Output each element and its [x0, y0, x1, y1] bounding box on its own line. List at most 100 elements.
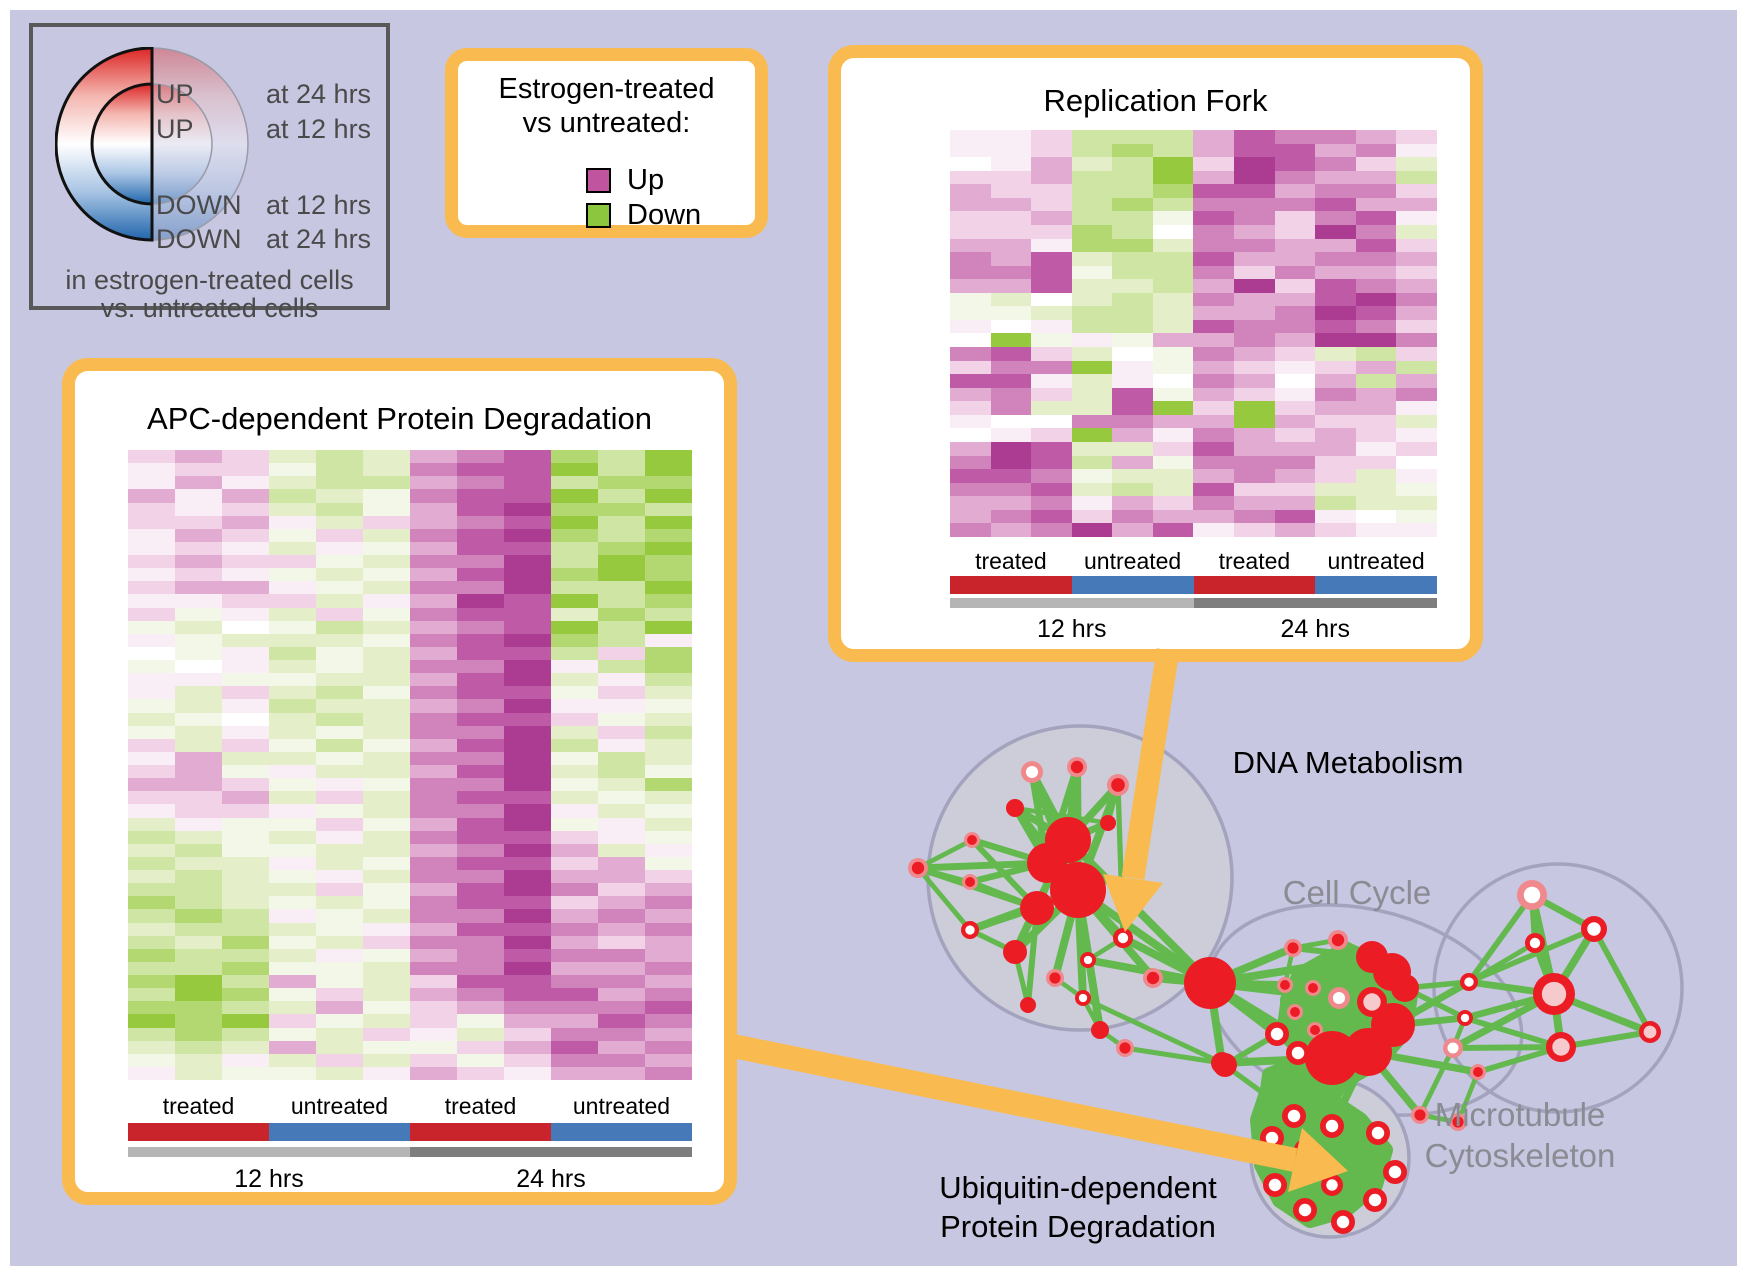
- heatmap-cell: [457, 883, 504, 897]
- heatmap-cell: [1274, 401, 1316, 415]
- heatmap-cell: [1396, 319, 1437, 334]
- heatmap-cell: [950, 130, 991, 144]
- heatmap-cell: [598, 948, 645, 962]
- heatmap-cell: [598, 476, 645, 490]
- heatmap-cell: [269, 791, 316, 805]
- heatmap-cell: [1396, 496, 1437, 510]
- heatmap-cell: [990, 130, 1032, 144]
- heatmap-cell: [410, 751, 457, 765]
- heatmap-cell: [1112, 442, 1153, 456]
- heatmap-cell: [363, 620, 410, 634]
- heatmap-cell: [950, 265, 991, 280]
- heatmap-cell: [1031, 414, 1072, 429]
- estrogen-legend-title-line2: vs untreated:: [522, 107, 691, 139]
- heatmap-cell: [128, 568, 175, 582]
- heatmap-cell: [175, 778, 222, 792]
- heatmap-cell: [1112, 360, 1153, 375]
- heatmap-cell: [410, 870, 457, 884]
- heatmap-cell: [504, 1066, 551, 1080]
- heatmap-cell: [269, 725, 316, 739]
- heatmap-cell: [1234, 319, 1275, 334]
- heatmap-cell: [1112, 374, 1153, 388]
- heatmap-cell: [363, 725, 410, 739]
- heatmap-cell: [950, 455, 991, 470]
- heatmap-cell: [128, 489, 175, 503]
- heatmap-cell: [1193, 523, 1235, 537]
- heatmap-cell: [504, 988, 551, 1002]
- legend-dir: DOWN: [156, 224, 242, 254]
- heatmap-cell: [1355, 184, 1397, 198]
- heatmap-cell: [457, 660, 504, 674]
- heatmap-cell: [128, 870, 175, 884]
- heatmap-cell: [363, 699, 410, 713]
- heatmap-cell: [1274, 143, 1316, 158]
- heatmap-cell: [316, 686, 363, 700]
- heatmap-cell: [1152, 306, 1194, 320]
- heatmap-cell: [1355, 143, 1397, 158]
- heatmap-cell: [990, 523, 1032, 537]
- heatmap-cell: [363, 804, 410, 818]
- heatmap-cell: [222, 712, 269, 726]
- updown-legend-box: UP at 24 hrs UP at 12 hrs DOWN at 12 hrs…: [29, 23, 390, 323]
- heatmap-cell: [1071, 211, 1113, 225]
- heatmap-cell: [1396, 523, 1437, 537]
- heatmap-cell: [410, 909, 457, 923]
- heatmap-cell: [1031, 224, 1072, 239]
- heatmap-cell: [504, 555, 551, 569]
- heatmap-cell: [551, 620, 598, 634]
- heatmap-cell: [128, 961, 175, 975]
- heatmap-cell: [1396, 414, 1437, 429]
- heatmap-cell: [598, 1040, 645, 1054]
- heatmap-cell: [990, 184, 1032, 198]
- heatmap-cell: [128, 1040, 175, 1054]
- heatmap-cell: [1355, 374, 1397, 388]
- heatmap-cell: [222, 856, 269, 870]
- heatmap-cell: [1152, 265, 1194, 280]
- heatmap-cell: [551, 555, 598, 569]
- heatmap-cell: [1071, 482, 1113, 497]
- heatmap-cell: [645, 555, 692, 569]
- heatmap-cell: [551, 935, 598, 949]
- heatmap-cell: [990, 319, 1032, 334]
- heatmap-cell: [551, 568, 598, 582]
- heatmap-cell: [598, 633, 645, 647]
- heatmap-cell: [1234, 523, 1275, 537]
- heatmap-cell: [551, 607, 598, 621]
- heatmap-cell: [1031, 509, 1072, 524]
- heatmap-cell: [598, 778, 645, 792]
- heatmap-cell: [1396, 469, 1437, 483]
- heatmap-cell: [551, 541, 598, 555]
- heatmap-cell: [128, 581, 175, 595]
- heatmap-cell: [1355, 157, 1397, 171]
- ubiquitin-text-line2: Protein Degradation: [940, 1209, 1216, 1244]
- microtubule-text-line1: Microtubule: [1434, 1096, 1606, 1133]
- heatmap-cell: [551, 1001, 598, 1015]
- heatmap-cell: [175, 476, 222, 490]
- heatmap-cell: [950, 496, 991, 510]
- heatmap-cell: [457, 607, 504, 621]
- heatmap-cell: [175, 856, 222, 870]
- heatmap-cell: [950, 170, 991, 185]
- heatmap-cell: [1031, 442, 1072, 456]
- heatmap-cell: [1274, 265, 1316, 280]
- heatmap-cell: [363, 909, 410, 923]
- heatmap-cell: [598, 1066, 645, 1080]
- heatmap-cell: [551, 804, 598, 818]
- heatmap-cell: [316, 528, 363, 542]
- heatmap-cell: [990, 414, 1032, 429]
- heatmap-cell: [1234, 469, 1275, 483]
- heatmap-cell: [598, 975, 645, 989]
- heatmap-cell: [175, 646, 222, 660]
- heatmap-cell: [269, 646, 316, 660]
- heatmap-cell: [1234, 482, 1275, 497]
- heatmap-cell: [316, 568, 363, 582]
- heatmap-cell: [990, 496, 1032, 510]
- heatmap-cell: [457, 1040, 504, 1054]
- heatmap-cell: [316, 738, 363, 752]
- heatmap-cell: [316, 476, 363, 490]
- heatmap-cell: [222, 843, 269, 857]
- heatmap-cell: [1234, 170, 1275, 185]
- heatmap-cell: [128, 699, 175, 713]
- heatmap-cell: [410, 1053, 457, 1067]
- heatmap-cell: [1396, 184, 1437, 198]
